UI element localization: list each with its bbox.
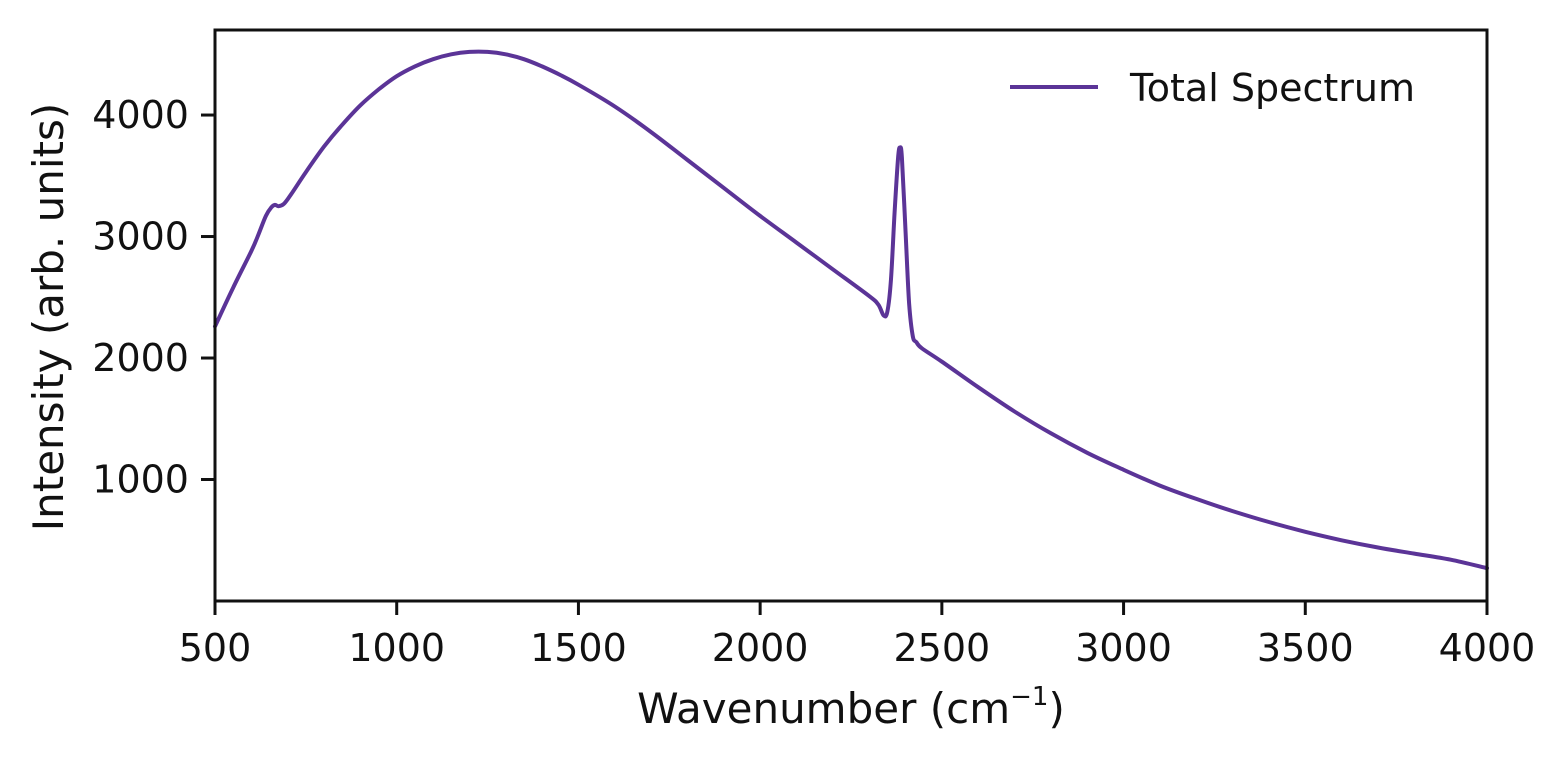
y-tick-label: 3000 (92, 215, 189, 259)
x-tick-label: 500 (179, 626, 252, 670)
x-tick-label: 3000 (1075, 626, 1172, 670)
y-axis-label: Intensity (arb. units) (24, 103, 73, 532)
x-tick-label: 2000 (712, 626, 809, 670)
legend-label: Total Spectrum (1129, 66, 1415, 110)
y-tick-label: 2000 (92, 336, 189, 380)
x-tick-label: 4000 (1439, 626, 1536, 670)
series-line-total-spectrum (213, 49, 1489, 571)
x-tick-label: 2500 (893, 626, 990, 670)
x-tick-label: 1000 (348, 626, 445, 670)
y-tick-label: 1000 (92, 458, 189, 502)
x-tick-label: 1500 (530, 626, 627, 670)
y-tick-label: 4000 (92, 93, 189, 137)
y-axis-ticks: 1000 2000 3000 4000 (92, 93, 215, 502)
plot-frame (213, 28, 1489, 603)
legend: Total Spectrum (1010, 66, 1415, 110)
x-axis-label: Wavenumber (cm−1) (637, 682, 1065, 733)
x-axis-ticks: 500 1000 1500 2000 2500 3000 3500 4000 (179, 601, 1536, 670)
x-tick-label: 3500 (1257, 626, 1354, 670)
